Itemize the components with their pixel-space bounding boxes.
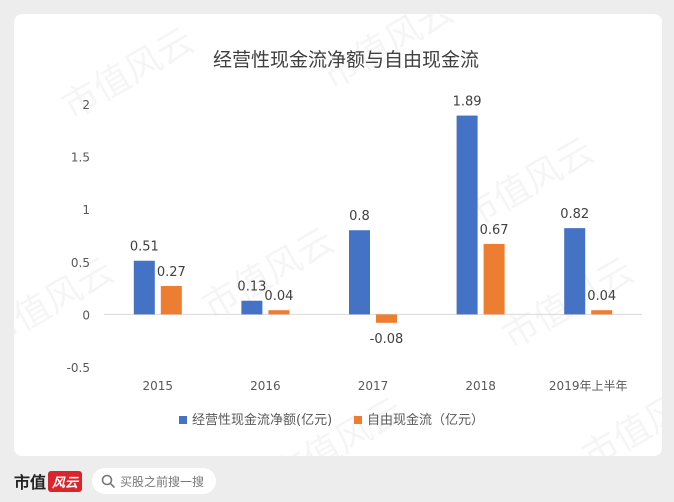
search-box[interactable]: 买股之前搜一搜 [92, 468, 217, 494]
bar-free-cash-flow [483, 243, 505, 315]
data-label: 0.27 [157, 265, 186, 280]
data-label: 0.8 [349, 209, 370, 224]
bar-operating-cash-flow [456, 115, 478, 315]
brand-badge: 风云 [48, 470, 83, 492]
data-label: 0.51 [130, 240, 159, 255]
x-tick-label: 2017 [358, 379, 389, 393]
x-tick-label: 2015 [143, 379, 174, 393]
bar-operating-cash-flow [349, 230, 370, 315]
legend: 经营性现金流净额(亿元) 自由现金流（亿元） [179, 412, 484, 428]
legend-label: 自由现金流（亿元） [367, 412, 484, 428]
x-tick-label: 2016 [250, 379, 281, 393]
data-label: 0.04 [264, 289, 293, 304]
brand-logo: 市值 风云 [14, 469, 83, 493]
watermark-text: 市值风云 [196, 220, 341, 328]
brand-text: 市值 [14, 473, 47, 492]
search-placeholder: 买股之前搜一搜 [120, 474, 205, 489]
y-tick-label: 1.5 [71, 151, 90, 165]
x-axis: 2015 2016 2017 2018 2019年上半年 [143, 379, 628, 393]
y-tick-label: 2 [82, 98, 90, 112]
x-tick-label: 2019年上半年 [549, 379, 628, 393]
data-label: 0.04 [587, 289, 616, 304]
bar-free-cash-flow [160, 285, 182, 315]
bar-free-cash-flow [268, 310, 290, 315]
bar-operating-cash-flow [564, 228, 586, 315]
data-label: -0.08 [370, 332, 404, 347]
bar-free-cash-flow [376, 314, 397, 323]
data-label: 0.67 [480, 223, 509, 238]
y-tick-label: 0.5 [71, 256, 90, 270]
y-axis: -0.5 0 0.5 1 1.5 2 [67, 98, 90, 375]
watermark-text: 市值风云 [56, 20, 201, 128]
y-tick-label: 0 [82, 308, 90, 322]
bar-operating-cash-flow [133, 260, 155, 315]
footer: 市值 风云 买股之前搜一搜 [0, 460, 674, 502]
legend-swatch [354, 416, 362, 424]
legend-swatch [179, 416, 187, 424]
bar-operating-cash-flow [241, 300, 263, 315]
y-tick-label: 1 [82, 203, 90, 217]
search-icon [101, 474, 115, 488]
data-label: 0.82 [560, 207, 589, 222]
watermark-text: 市值风云 [14, 250, 121, 358]
chart-title: 经营性现金流净额与自由现金流 [213, 49, 479, 71]
bar-free-cash-flow [591, 310, 613, 315]
y-tick-label: -0.5 [67, 361, 90, 375]
bars: 0.510.270.130.040.8-0.081.890.670.820.04 [130, 95, 616, 347]
data-label: 0.13 [237, 280, 266, 295]
legend-label: 经营性现金流净额(亿元) [192, 412, 332, 428]
data-label: 1.89 [453, 95, 482, 110]
x-tick-label: 2018 [465, 379, 496, 393]
